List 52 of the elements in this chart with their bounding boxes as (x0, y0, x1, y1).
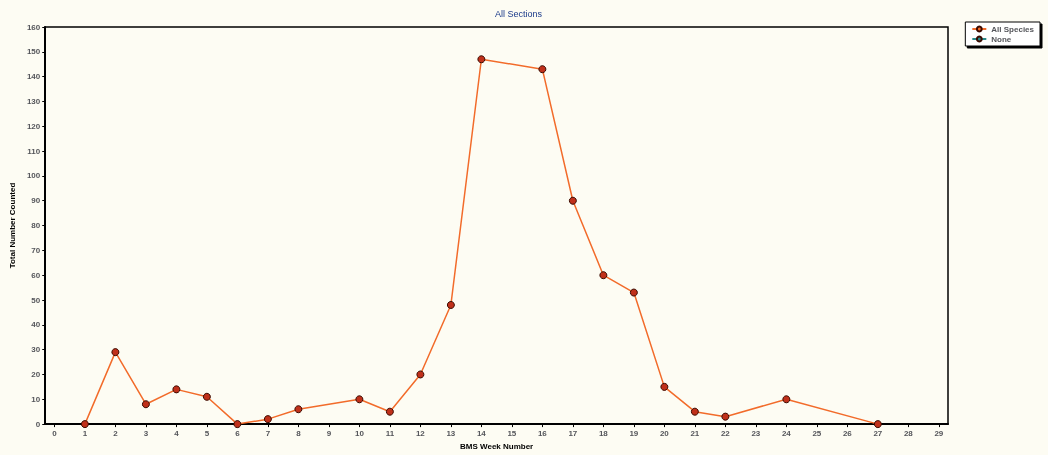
y-tick-label: 30 (31, 345, 41, 355)
x-tick-label: 22 (720, 428, 731, 438)
y-tick-label: 20 (31, 369, 41, 379)
x-tick-label: 11 (385, 428, 395, 438)
x-tick-label: 19 (629, 428, 639, 438)
x-tick-label: 9 (326, 428, 332, 438)
chart-title: All Sections (495, 8, 543, 19)
x-tick-label: 26 (842, 428, 853, 438)
legend-label: All Species (991, 24, 1035, 34)
legend-label: None (991, 34, 1012, 44)
y-tick-label: 70 (31, 245, 41, 255)
y-axis-title: Total Number Counted (7, 182, 17, 269)
y-tick-label: 40 (31, 320, 41, 330)
x-tick-label: 3 (143, 428, 149, 438)
x-tick-label: 27 (873, 428, 883, 438)
y-tick-label: 50 (31, 295, 41, 305)
x-tick-label: 23 (751, 428, 761, 438)
y-tick-label: 120 (26, 121, 41, 131)
y-tick-label: 0 (35, 419, 41, 429)
x-tick-label: 17 (568, 428, 578, 438)
x-tick-label: 14 (476, 428, 487, 438)
x-tick-label: 25 (812, 428, 822, 438)
x-tick-label: 21 (690, 428, 700, 438)
x-tick-label: 0 (52, 428, 58, 438)
y-tick-label: 140 (26, 72, 41, 82)
y-tick-label: 130 (26, 96, 41, 106)
x-tick-label: 7 (265, 428, 271, 438)
y-tick-label: 160 (26, 22, 41, 32)
y-tick-label: 60 (31, 270, 41, 280)
y-tick-label: 80 (31, 221, 41, 231)
y-tick-label: 100 (26, 171, 41, 181)
x-tick-label: 15 (507, 428, 517, 438)
x-tick-label: 24 (781, 428, 792, 438)
x-tick-label: 10 (354, 428, 365, 438)
x-tick-label: 29 (934, 428, 944, 438)
x-tick-label: 20 (659, 428, 670, 438)
y-tick-label: 10 (31, 394, 41, 404)
y-tick-label: 90 (31, 196, 41, 206)
y-tick-label: 150 (26, 47, 41, 57)
x-tick-label: 8 (296, 428, 302, 438)
y-tick-label: 110 (27, 146, 41, 156)
x-tick-label: 12 (415, 428, 426, 438)
x-tick-label: 2 (113, 428, 119, 438)
x-axis-title: BMS Week Number (460, 441, 534, 451)
x-tick-label: 18 (598, 428, 609, 438)
x-tick-label: 13 (446, 428, 456, 438)
x-tick-label: 5 (204, 428, 210, 438)
x-tick-label: 1 (82, 428, 88, 438)
x-tick-label: 28 (903, 428, 914, 438)
x-tick-label: 4 (174, 428, 180, 438)
x-tick-label: 6 (235, 428, 241, 438)
x-tick-label: 16 (537, 428, 548, 438)
